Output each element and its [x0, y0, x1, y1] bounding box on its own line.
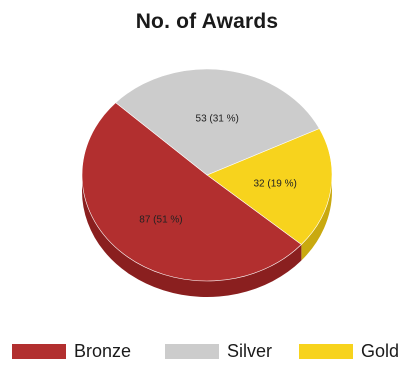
legend-label-gold: Gold: [361, 341, 400, 361]
chart-title: No. of Awards: [135, 10, 279, 33]
pie-slice-bronze: [81, 102, 302, 282]
chart-legend: Bronze Silver Gold: [0, 341, 414, 361]
pie-side-gold: [301, 175, 332, 261]
legend-swatch-silver: [165, 344, 219, 359]
slice-label-gold: 32 (19 %): [253, 179, 296, 190]
pie-chart: 32 (19 %) 87 (51 %) 53 (31 %): [81, 68, 333, 297]
pie-slice-gold: [206, 128, 333, 245]
legend-label-bronze: Bronze: [74, 341, 132, 361]
slice-label-silver: 53 (31 %): [196, 113, 239, 124]
pie-side-bronze: [82, 175, 302, 297]
slice-label-bronze: 87 (51 %): [139, 214, 182, 225]
pie-side-group: [82, 175, 332, 297]
legend-label-silver: Silver: [227, 341, 273, 361]
legend-swatch-gold: [299, 344, 353, 359]
pie-slice-silver: [115, 68, 320, 176]
legend-swatch-bronze: [12, 344, 66, 359]
